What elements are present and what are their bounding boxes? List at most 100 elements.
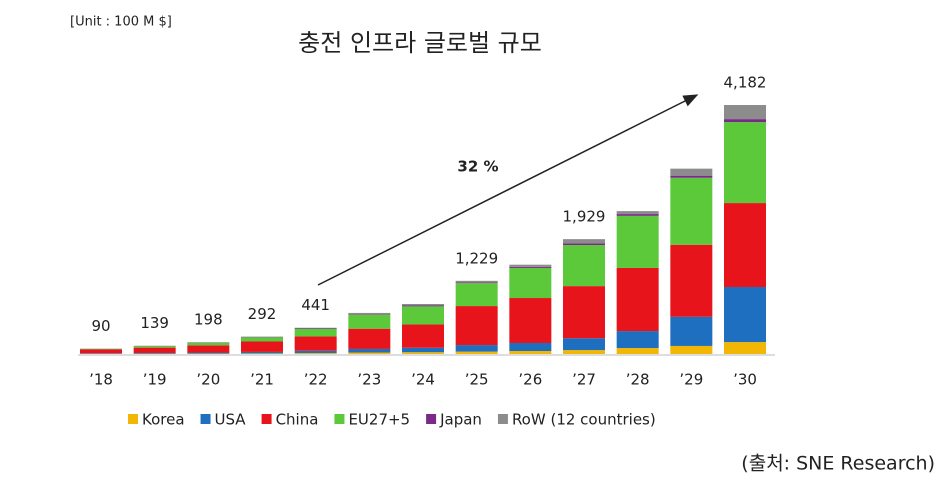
x-tick-label: ’26 xyxy=(518,371,542,389)
x-tick-label: ’22 xyxy=(304,371,328,389)
legend-label: Korea xyxy=(142,411,185,429)
legend-swatch xyxy=(262,414,272,424)
bar-segment xyxy=(402,304,444,305)
bar-segment xyxy=(456,283,498,306)
bar-segment xyxy=(617,214,659,216)
bar-segment xyxy=(724,342,766,354)
x-tick-label: ’24 xyxy=(411,371,435,389)
bar-segment xyxy=(80,349,122,353)
bar-segment xyxy=(509,343,551,351)
bar-segment xyxy=(563,243,605,245)
source: (출처: SNE Research) xyxy=(741,453,935,475)
legend-label: RoW (12 countries) xyxy=(512,411,656,429)
bar-segment xyxy=(724,287,766,342)
bar-segment xyxy=(348,315,390,329)
bar-segment xyxy=(509,351,551,354)
total-label: 441 xyxy=(301,296,330,314)
bar-segment xyxy=(134,353,176,354)
bar-segment xyxy=(348,349,390,353)
bar-segment xyxy=(617,216,659,268)
chart-title: 충전 인프라 글로벌 규모 xyxy=(298,29,542,57)
bar-segment xyxy=(456,345,498,352)
bar-segment xyxy=(402,306,444,324)
bar-segment xyxy=(456,352,498,354)
x-tick-label: ’27 xyxy=(572,371,596,389)
bar-segment xyxy=(348,313,390,314)
x-tick-label: ’21 xyxy=(250,371,274,389)
x-tick-label: ’25 xyxy=(465,371,489,389)
x-tick-label: ’30 xyxy=(733,371,757,389)
total-label: 139 xyxy=(140,314,169,332)
bar-segment xyxy=(724,122,766,203)
bar-segment xyxy=(134,346,176,347)
bar-segment xyxy=(187,343,229,346)
bar-segment xyxy=(617,268,659,331)
bar-segment xyxy=(402,352,444,354)
bar-segment xyxy=(670,176,712,178)
bar-segment xyxy=(617,331,659,348)
legend-label: USA xyxy=(215,411,247,429)
bar-segment xyxy=(563,338,605,350)
x-tick-label: ’29 xyxy=(679,371,703,389)
bar-segment xyxy=(724,105,766,119)
legend-swatch xyxy=(201,414,211,424)
bar-segment xyxy=(670,317,712,346)
bar-segment xyxy=(563,350,605,354)
legend-swatch xyxy=(128,414,138,424)
bar-segment xyxy=(241,353,283,354)
legend-swatch xyxy=(334,414,344,424)
bar-segment xyxy=(563,245,605,286)
total-label: 1,229 xyxy=(455,249,498,267)
bar-segment xyxy=(724,203,766,287)
bar-segment xyxy=(724,119,766,122)
bar-segment xyxy=(402,348,444,352)
bar-segment xyxy=(456,306,498,345)
total-label: 292 xyxy=(248,305,277,323)
bar-segment xyxy=(617,211,659,214)
bar-segment xyxy=(509,267,551,268)
bar-segment xyxy=(670,169,712,176)
bar-segment xyxy=(670,178,712,245)
bar-segment xyxy=(348,353,390,354)
x-tick-label: ’28 xyxy=(626,371,650,389)
x-tick-label: ’18 xyxy=(89,371,113,389)
bar-segment xyxy=(295,329,337,336)
legend-swatch xyxy=(498,414,508,424)
bar-segment xyxy=(456,282,498,283)
bar-segment xyxy=(134,348,176,353)
bar-segment xyxy=(670,346,712,354)
bar-segment xyxy=(241,337,283,341)
bar-segment xyxy=(295,353,337,354)
growth-annotation: 32 % xyxy=(457,158,498,176)
bar-segment xyxy=(402,325,444,348)
total-label: 4,182 xyxy=(724,74,767,92)
bar-segment xyxy=(563,239,605,243)
bar-segment xyxy=(509,268,551,298)
legend-swatch xyxy=(426,414,436,424)
bar-segment xyxy=(241,341,283,351)
x-tick-label: ’20 xyxy=(196,371,220,389)
bar-segment xyxy=(241,352,283,353)
bar-segment xyxy=(295,351,337,353)
unit-note: [Unit : 100 M $] xyxy=(70,15,172,30)
x-tick-label: ’19 xyxy=(143,371,167,389)
bar-segment xyxy=(295,328,337,329)
bar-segment xyxy=(509,265,551,267)
bar-segment xyxy=(295,336,337,350)
bar-segment xyxy=(617,348,659,354)
bar-segment xyxy=(456,281,498,282)
legend-label: Japan xyxy=(439,411,482,429)
bar-segment xyxy=(187,345,229,352)
bar-segment xyxy=(348,314,390,315)
x-tick-label: ’23 xyxy=(357,371,381,389)
bar-segment xyxy=(348,329,390,349)
bar-segment xyxy=(509,298,551,343)
bar-segment xyxy=(670,245,712,317)
legend-label: China xyxy=(276,411,319,429)
bar-segment xyxy=(402,305,444,306)
bar-segment xyxy=(187,353,229,354)
total-label: 1,929 xyxy=(563,208,606,226)
total-label: 198 xyxy=(194,311,223,329)
total-label: 90 xyxy=(91,317,110,335)
